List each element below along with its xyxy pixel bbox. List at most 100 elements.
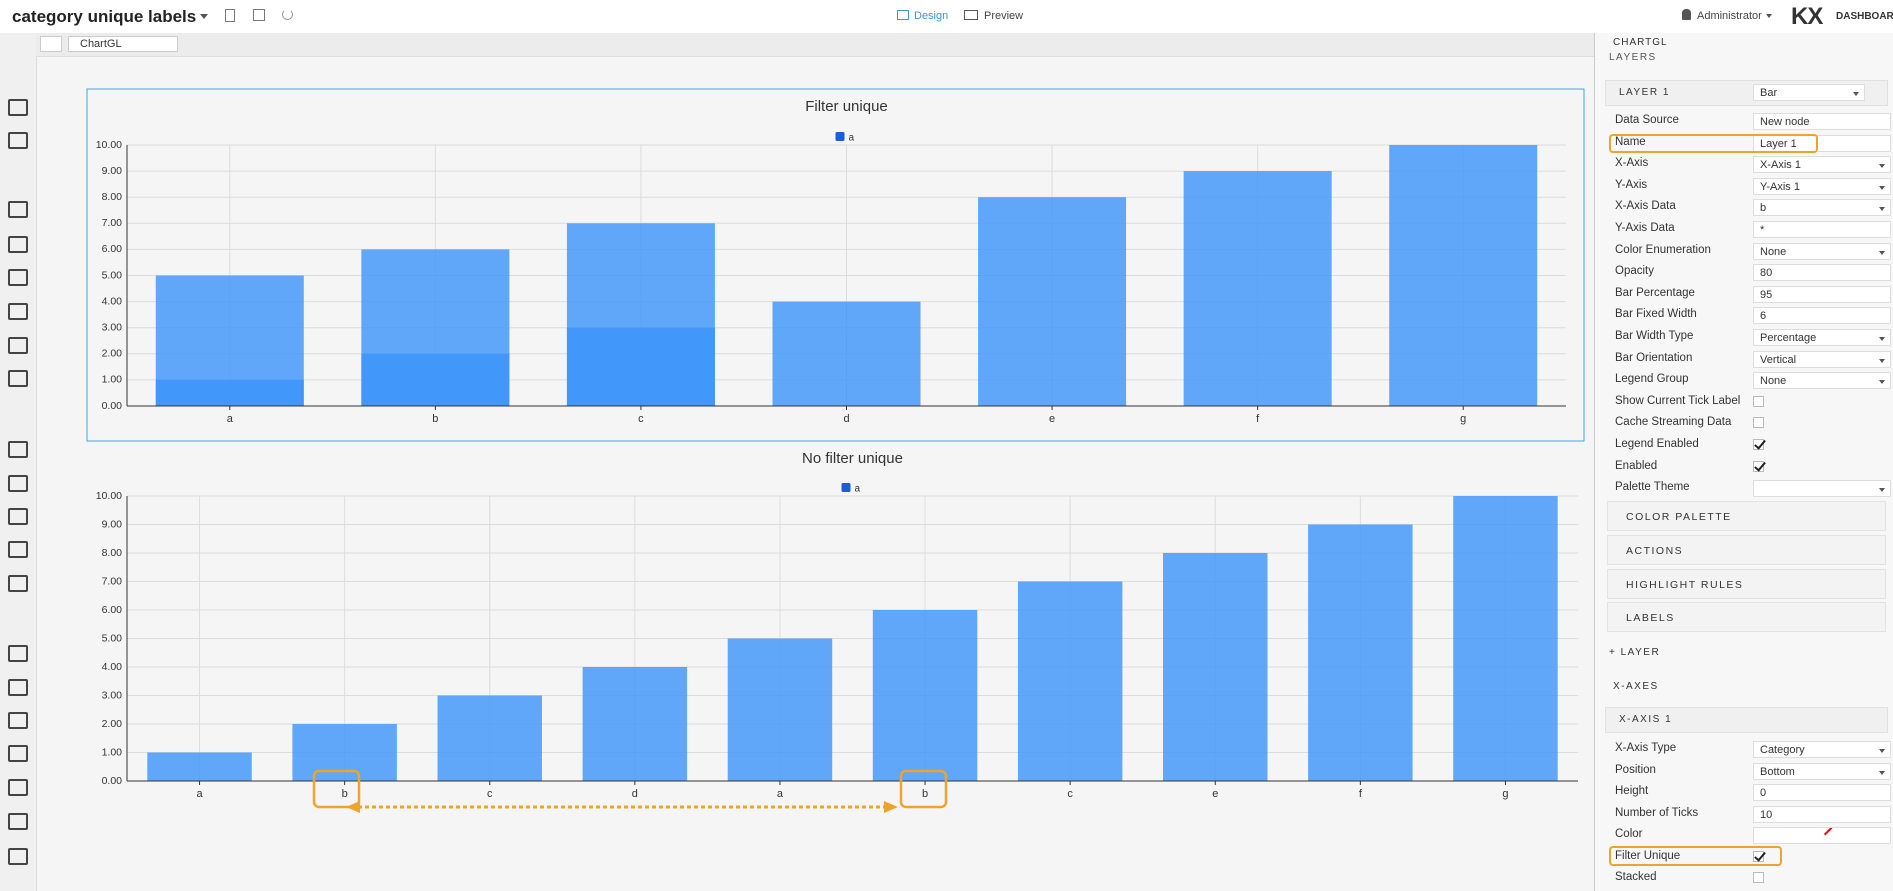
tool-icon[interactable] [8,645,28,662]
tool-icon[interactable] [8,508,28,525]
dashboard-title[interactable]: category unique labels [12,7,197,26]
y-tick-label: 2.00 [102,348,123,360]
checkbox[interactable] [1753,458,1766,472]
layer-type[interactable]: Bar [1753,84,1865,101]
tool-icon[interactable] [8,269,28,286]
dropdown[interactable] [1753,480,1891,498]
text-input[interactable]: * [1753,221,1891,238]
bar [147,752,252,781]
logo: KX [1791,3,1823,30]
tool-icon[interactable] [8,575,28,592]
toolbar [0,33,37,891]
y-tick-label: 0.00 [102,400,123,412]
text-input[interactable]: 95 [1753,285,1891,303]
tool-icon[interactable] [8,370,28,387]
property-label: Enabled [1615,459,1658,472]
tool-icon[interactable] [8,745,28,762]
user-menu[interactable]: Administrator [1697,10,1762,22]
dropdown[interactable]: None [1753,242,1891,260]
property-label: Opacity [1615,265,1654,278]
dropdown[interactable]: Vertical [1753,350,1891,368]
x-tick-label: g [1460,413,1466,425]
tool-icon[interactable] [8,813,28,830]
legend-label: a [849,133,855,144]
tool-icon[interactable] [8,779,28,796]
tool-icon[interactable] [8,337,28,354]
collapsed-section[interactable]: LABELS [1607,602,1886,633]
property-label: Y-Axis Data [1615,222,1675,234]
x-tick-label: e [1212,788,1218,800]
property-label: Bar Width Type [1615,330,1694,342]
preview-icon [964,10,978,20]
property-label: Height [1615,785,1649,797]
y-tick-label: 9.00 [102,165,123,177]
collapsed-section[interactable]: HIGHLIGHT RULES [1607,568,1886,599]
tool-icon[interactable] [8,303,28,320]
title-menu[interactable] [200,14,208,23]
dropdown[interactable]: X-Axis 1 [1753,156,1891,174]
bar [1389,145,1538,406]
new-icon[interactable] [225,9,235,22]
dropdown[interactable]: Y-Axis 1 [1753,177,1891,195]
text-input[interactable]: 0 [1753,784,1891,801]
tool-icon[interactable] [8,441,28,458]
x-tick-label: a [196,788,203,800]
tool-icon[interactable] [8,848,28,865]
dropdown[interactable]: Bottom [1753,762,1891,780]
crumb[interactable]: ChartGL [80,38,122,50]
tool-icon[interactable] [8,132,28,149]
x-tick-label: b [342,788,348,800]
tool-icon[interactable] [8,541,28,558]
dropdown[interactable]: None [1753,372,1891,390]
text-input[interactable]: 80 [1753,264,1891,282]
property-label: Color [1615,828,1643,840]
preview-tab[interactable]: Preview [984,10,1024,22]
x-tick-label: b [922,788,928,800]
add-layer[interactable]: + LAYER [1609,647,1661,658]
bar [155,275,304,406]
save-icon[interactable] [253,9,265,21]
chart-area: Filter unique a 0.00 1.00 2.00 3.00 4.00 5.00 6.… [86,88,1585,813]
y-tick-label: 4.00 [102,295,123,307]
tool-icon[interactable] [8,236,28,253]
undo-icon[interactable] [282,9,293,20]
tool-icon[interactable] [8,679,28,696]
collapsed-section[interactable]: ACTIONS [1607,534,1886,565]
checkbox[interactable] [1753,872,1764,883]
collapsed-section[interactable]: COLOR PALETTE [1607,501,1886,531]
home-crumb[interactable] [40,36,62,52]
y-tick-label: 7.00 [102,575,123,587]
highlight-box [1609,846,1782,866]
axis-name: X-AXIS 1 [1619,714,1673,725]
bar [1308,524,1413,781]
tool-icon[interactable] [8,712,28,729]
tool-icon[interactable] [8,475,28,492]
design-tab[interactable]: Design [914,10,949,22]
color-picker[interactable] [1753,827,1891,844]
axes-section: X-AXES [1613,681,1659,692]
text-input[interactable]: Layer 1 [1753,134,1891,152]
checkbox[interactable] [1753,417,1764,429]
property-label: X-Axis [1615,157,1649,170]
dropdown[interactable]: Percentage [1753,329,1891,346]
checkbox[interactable] [1753,437,1766,450]
text-input[interactable]: New node [1753,113,1891,130]
y-tick-label: 1.00 [102,374,123,386]
y-tick-label: 4.00 [102,661,123,673]
y-tick-label: 3.00 [102,689,123,701]
y-tick-label: 1.00 [102,746,123,758]
y-tick-label: 10.00 [96,490,122,502]
bar [1183,171,1332,406]
bar [978,197,1127,406]
text-input[interactable]: 10 [1753,805,1891,823]
tool-icon[interactable] [8,99,28,116]
checkbox[interactable] [1753,395,1764,407]
dropdown[interactable]: b [1753,199,1891,217]
bar [582,667,688,781]
dropdown[interactable]: Category [1753,741,1891,758]
y-tick-label: 6.00 [102,604,123,616]
text-input[interactable]: 6 [1753,307,1891,325]
tool-icon[interactable] [8,201,28,218]
checkbox[interactable] [1753,848,1766,862]
